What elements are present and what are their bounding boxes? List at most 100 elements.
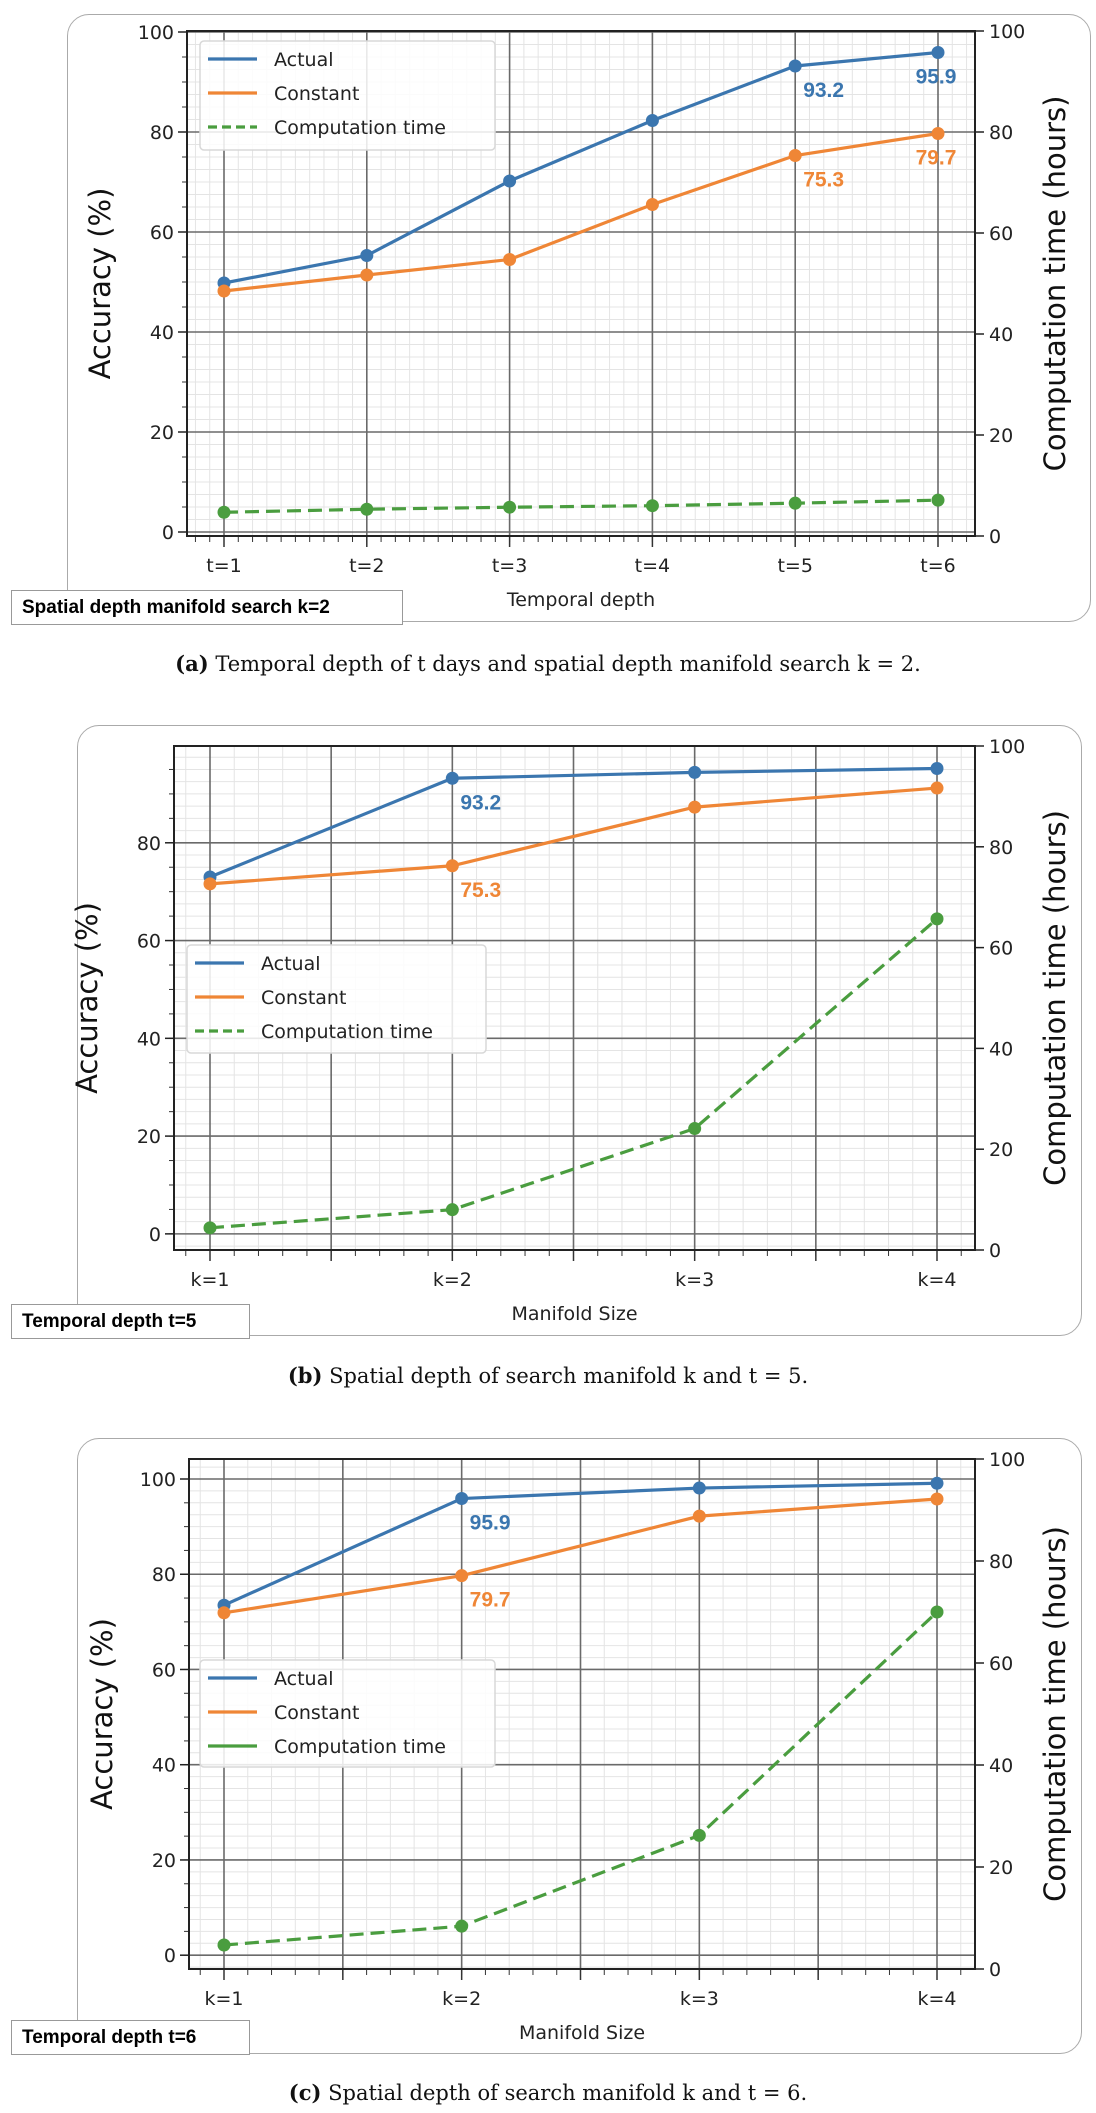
x-tick-label: t=4 <box>635 555 670 577</box>
data-point-constant <box>203 877 217 891</box>
data-label: 75.3 <box>803 169 844 192</box>
x-tick-label: k=4 <box>917 1988 956 2010</box>
data-label: 93.2 <box>460 791 501 814</box>
legend-label: Constant <box>261 987 346 1009</box>
y-tick-label: 100 <box>138 22 174 44</box>
data-point-computation-time <box>788 496 802 510</box>
data-point-constant <box>788 149 802 162</box>
x-tick-label: k=3 <box>680 1988 719 2010</box>
chart-b: 0 20 40 60 80 0 20 40 60 80 100 k=1 k=2 k=3 k=4 Manifol… <box>70 736 1072 1325</box>
y2-axis-label: Computation time (hours) <box>1038 1526 1072 1902</box>
y2-tick-label: 20 <box>989 425 1013 447</box>
y2-tick-label: 0 <box>989 526 1001 548</box>
chart-a: 0 20 40 60 80 100 0 20 40 60 80 100 t=1 t=2 t=3 t=4 t=5 t… <box>83 21 1072 611</box>
x-axis-label: Temporal depth <box>506 589 655 611</box>
y2-tick-label: 20 <box>989 1857 1013 1879</box>
y2-tick-label: 60 <box>989 1653 1013 1675</box>
y-tick-label: 60 <box>150 222 174 244</box>
data-point-actual <box>788 59 802 73</box>
data-point-computation-time <box>645 499 659 513</box>
y-tick-label: 0 <box>149 1224 161 1246</box>
series-line-constant <box>223 1497 938 1615</box>
y-tick-label: 80 <box>137 833 161 855</box>
data-point-computation-time <box>217 505 231 519</box>
legend-box <box>199 1659 496 1768</box>
y2-axis-label: Computation time (hours) <box>1038 810 1072 1186</box>
legend: Actual Constant Computation time <box>186 944 487 1054</box>
y-tick-label: 80 <box>150 122 174 144</box>
legend-label: Constant <box>274 1702 359 1724</box>
chart-a-caption: (a) Temporal depth of t days and spatial… <box>0 651 1096 676</box>
x-tick-label: k=3 <box>675 1269 714 1291</box>
data-point-constant <box>217 1606 231 1620</box>
data-point-constant <box>645 198 659 211</box>
caption-text: Spatial depth of search manifold k and t… <box>329 1364 809 1388</box>
data-point-computation-time <box>360 502 374 516</box>
y-tick-label: 0 <box>164 1945 176 1967</box>
data-point-actual <box>503 174 517 188</box>
legend-label: Actual <box>274 49 334 71</box>
y2-tick-label: 20 <box>989 1139 1013 1161</box>
plot-frame <box>186 30 976 537</box>
y2-tick-label: 40 <box>989 1755 1013 1777</box>
y2-tick-label: 40 <box>989 1038 1013 1060</box>
data-label: 79.7 <box>470 1589 511 1612</box>
data-point-actual <box>645 114 659 127</box>
x-tick-label: t=3 <box>492 555 527 577</box>
data-point-actual <box>688 765 702 779</box>
plot-frame <box>173 745 976 1251</box>
data-label: 95.9 <box>916 66 957 89</box>
series-line-computation-time <box>223 1610 939 1947</box>
x-tick-label: k=1 <box>204 1988 243 2010</box>
data-point-constant <box>445 859 459 873</box>
y-tick-label: 40 <box>137 1028 161 1050</box>
series-line-constant <box>223 131 939 293</box>
caption-text: Spatial depth of search manifold k and t… <box>328 2081 808 2105</box>
y2-tick-label: 100 <box>989 736 1025 758</box>
data-point-constant <box>930 1492 944 1506</box>
series-line-actual <box>223 1481 938 1607</box>
chart-c-tag: Temporal depth t=6 <box>11 2020 250 2055</box>
data-point-constant <box>455 1569 469 1583</box>
data-point-computation-time <box>692 1828 706 1842</box>
data-point-actual <box>931 46 945 59</box>
caption-text: Temporal depth of t days and spatial dep… <box>215 652 921 676</box>
y-tick-label: 100 <box>140 1469 176 1491</box>
plot-frame <box>188 1458 976 1970</box>
x-tick-label: t=1 <box>206 555 241 577</box>
x-axis-label: Manifold Size <box>519 2022 645 2044</box>
series-line-actual <box>209 766 938 879</box>
y-tick-label: 40 <box>152 1755 176 1777</box>
data-point-constant <box>360 268 374 282</box>
y2-tick-label: 60 <box>989 223 1013 245</box>
caption-letter: (c) <box>288 2080 322 2105</box>
data-point-computation-time <box>217 1938 231 1952</box>
x-tick-label: t=5 <box>777 555 812 577</box>
y2-tick-label: 80 <box>989 1551 1013 1573</box>
series-line-computation-time <box>209 917 939 1230</box>
y-tick-label: 60 <box>137 931 161 953</box>
chart-a-tag: Spatial depth manifold search k=2 <box>11 590 403 625</box>
chart-c-caption: (c) Spatial depth of search manifold k a… <box>0 2080 1096 2105</box>
y2-tick-label: 100 <box>989 21 1025 43</box>
caption-letter: (a) <box>175 651 209 676</box>
y2-tick-label: 40 <box>989 324 1013 346</box>
y2-tick-label: 60 <box>989 938 1013 960</box>
y-tick-label: 20 <box>150 422 174 444</box>
y-tick-label: 20 <box>137 1126 161 1148</box>
y2-tick-label: 0 <box>989 1959 1001 1981</box>
data-point-computation-time <box>688 1122 702 1136</box>
chart-b-caption: (b) Spatial depth of search manifold k a… <box>0 1363 1096 1388</box>
data-point-computation-time <box>203 1221 217 1235</box>
series-line-actual <box>223 50 939 285</box>
y-tick-label: 40 <box>150 322 174 344</box>
data-label: 75.3 <box>460 879 501 902</box>
x-tick-label: k=1 <box>190 1269 229 1291</box>
x-tick-label: k=2 <box>433 1269 472 1291</box>
data-point-constant <box>217 284 231 298</box>
legend-label: Computation time <box>261 1021 433 1043</box>
data-point-computation-time <box>931 493 945 507</box>
data-point-actual <box>930 761 944 775</box>
y-axis-label: Accuracy (%) <box>85 1618 119 1810</box>
